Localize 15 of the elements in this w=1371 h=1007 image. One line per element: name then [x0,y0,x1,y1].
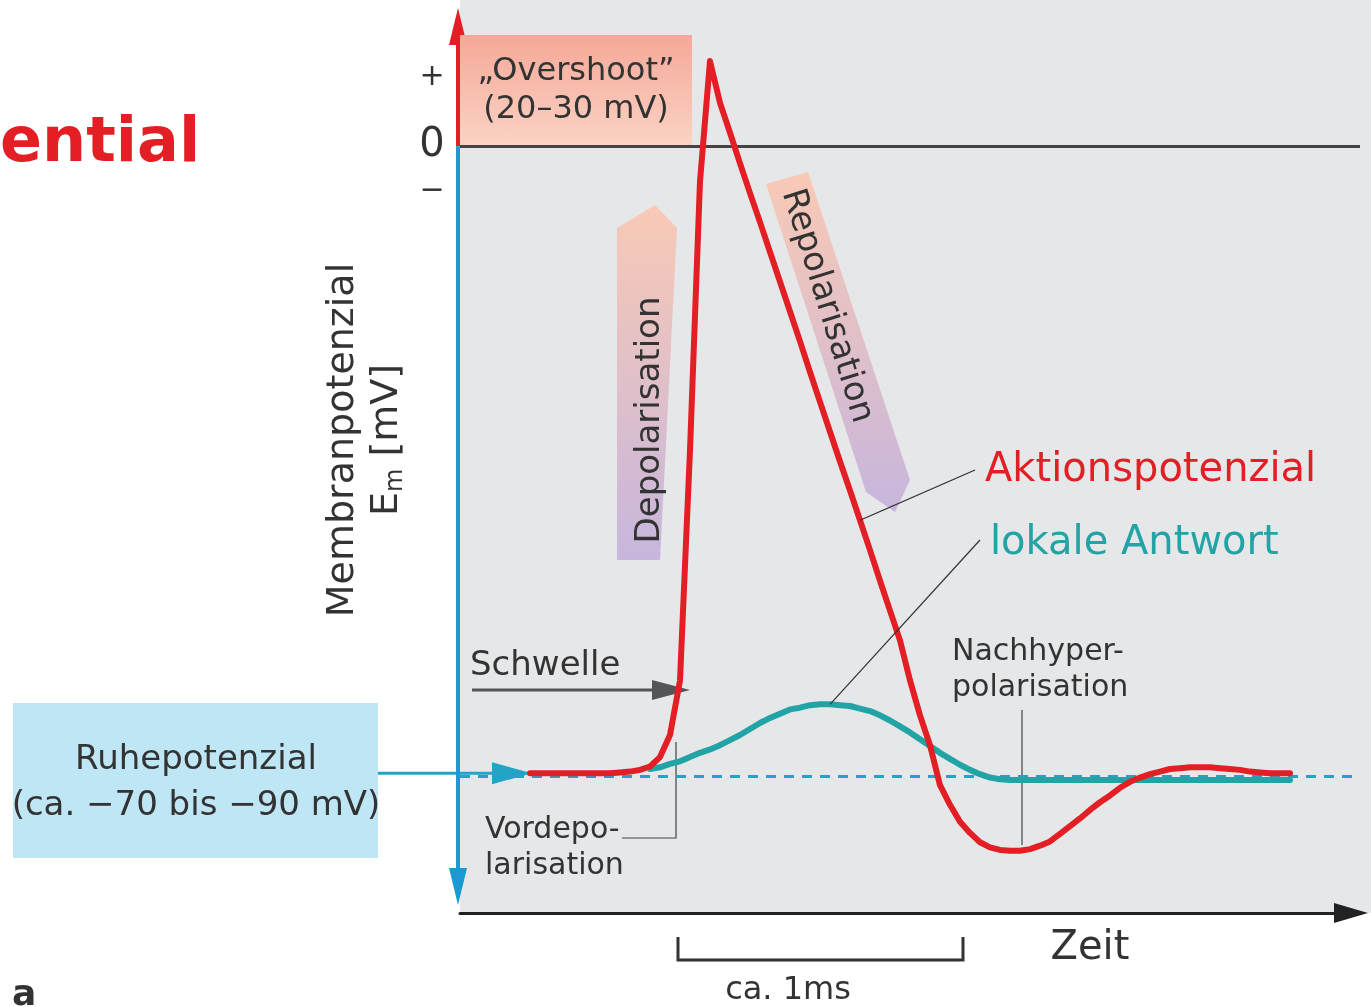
text: 0 [419,119,445,166]
text: ential [0,102,201,176]
annotation: Depolarisation [627,296,667,544]
x-axis-title: Zeit [1050,922,1130,968]
ref-line-label: Ruhepotenzial (ca. −70 bis −90 mV) [11,737,381,823]
text: + [419,56,445,92]
annotation: Nachhyper- polarisation [952,631,1129,703]
text: lokale Antwort [990,517,1279,563]
text: a [12,971,37,1007]
text: − [419,170,445,206]
text: ca. 1ms [725,969,851,1007]
annotation: Vordepo- larisation [485,809,624,881]
annotation: „Overshoot” (20–30 mV) [477,50,675,126]
annotation: Schwelle [470,643,621,683]
text: Aktionspotenzial [985,444,1317,490]
